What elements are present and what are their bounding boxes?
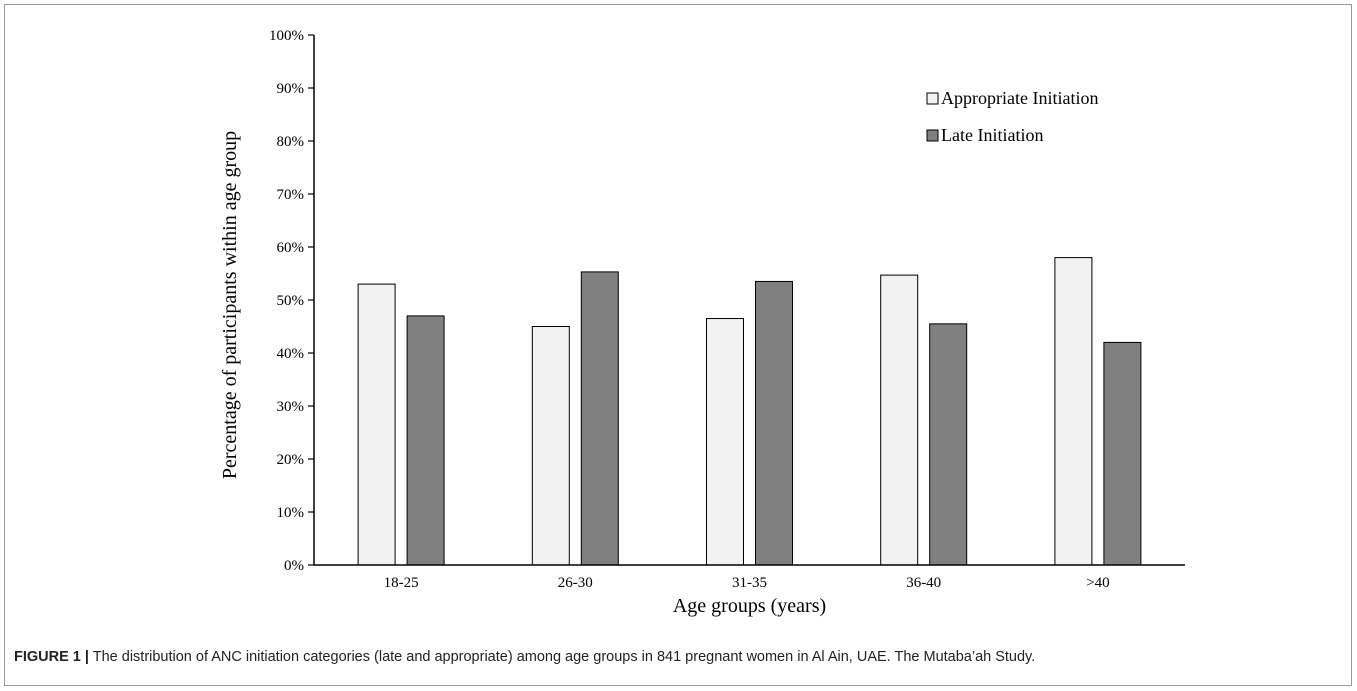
bar-late-2 (755, 280, 793, 566)
bar-appropriate-2 (706, 318, 744, 566)
caption-label: FIGURE 1 | (14, 649, 89, 665)
y-axis-label: Percentage of participants within age gr… (219, 131, 241, 479)
y-tick-label: 90% (277, 81, 305, 97)
bars (357, 257, 1142, 566)
legend-label-0: Appropriate Initiation (941, 88, 1098, 108)
legend-label-1: Late Initiation (941, 125, 1043, 145)
x-axis-ticks: 18-25 26-30 31-35 36-40 >40 (384, 575, 1110, 591)
x-tick-label: 18-25 (384, 575, 419, 591)
y-tick-label: 0% (284, 558, 304, 574)
y-tick-label: 10% (277, 505, 305, 521)
x-tick-label: >40 (1086, 575, 1109, 591)
y-tick-label: 50% (277, 293, 305, 309)
legend-swatch-1 (926, 129, 939, 142)
y-tick-label: 80% (277, 134, 305, 150)
y-tick-label: 100% (269, 28, 304, 44)
x-tick-label: 26-30 (558, 575, 593, 591)
y-axis-ticks: 0% 10% 20% 30% 40% 50% 60% 70% 80% 90% 100% (269, 28, 314, 574)
bar-late-4 (1103, 341, 1142, 566)
legend: Appropriate Initiation Late Initiation (926, 88, 1098, 145)
caption-text: The distribution of ANC initiation categ… (88, 649, 1036, 665)
figure-caption: FIGURE 1 | The distribution of ANC initi… (14, 649, 1344, 665)
y-tick-label: 30% (277, 399, 305, 415)
bar-late-0 (406, 315, 445, 566)
x-tick-label: 36-40 (906, 575, 941, 591)
y-tick-label: 20% (277, 452, 305, 468)
y-tick-label: 70% (277, 187, 305, 203)
x-tick-label: 31-35 (732, 575, 767, 591)
figure-frame (4, 4, 1352, 686)
x-axis-label: Age groups (years) (673, 595, 826, 617)
y-tick-label: 40% (277, 346, 305, 362)
bar-late-3 (929, 323, 968, 566)
legend-swatch-0 (926, 92, 939, 105)
y-tick-label: 60% (277, 240, 305, 256)
bar-late-1 (580, 271, 619, 566)
bar-appropriate-0 (357, 283, 396, 566)
bar-appropriate-3 (880, 274, 919, 566)
bar-appropriate-4 (1054, 257, 1093, 566)
bar-appropriate-1 (531, 326, 570, 566)
